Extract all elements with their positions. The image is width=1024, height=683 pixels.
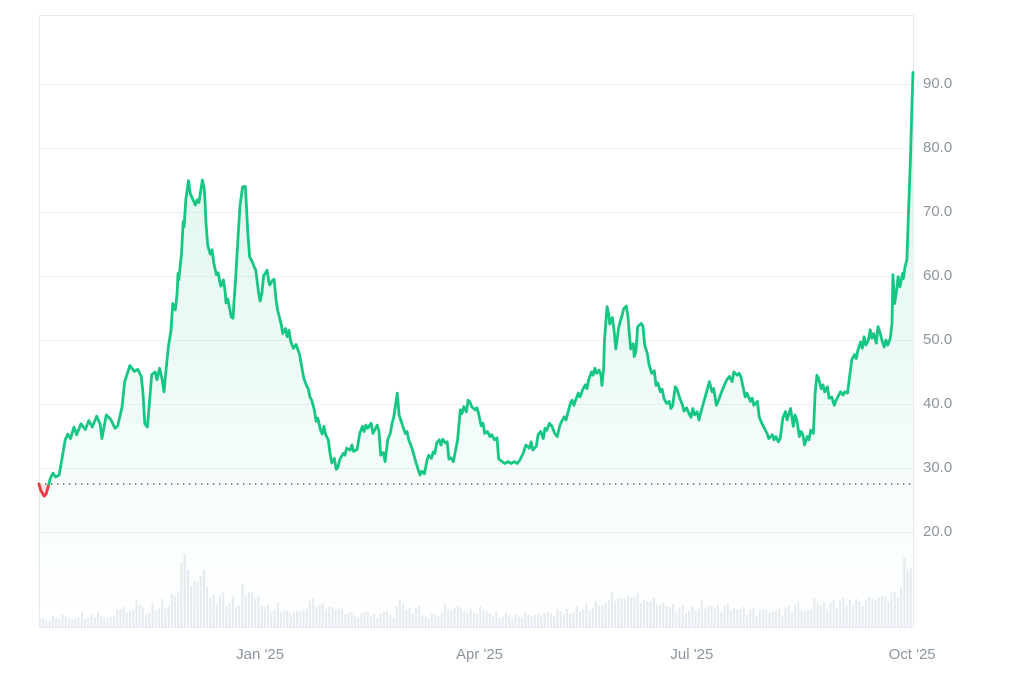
x-axis-label: Jan '25 [236,646,285,663]
price-line-up-segment [47,71,915,486]
y-axis-label: 20.0 [923,523,953,540]
y-axis-label: 40.0 [923,395,953,412]
y-axis-label: 50.0 [923,331,953,348]
below-baseline-fill [39,484,49,497]
y-axis-label: 80.0 [923,139,953,156]
price-area-fill [39,72,913,628]
price-line-down-segment [37,482,51,498]
y-axis-label: 90.0 [923,75,953,92]
x-axis-label: Jul '25 [670,646,714,663]
y-axis-label: 30.0 [923,459,953,476]
x-axis-label: Apr '25 [455,646,504,663]
x-axis-label: Oct '25 [888,646,936,663]
y-axis-label: 70.0 [923,203,953,220]
y-axis-label: 60.0 [923,267,953,284]
